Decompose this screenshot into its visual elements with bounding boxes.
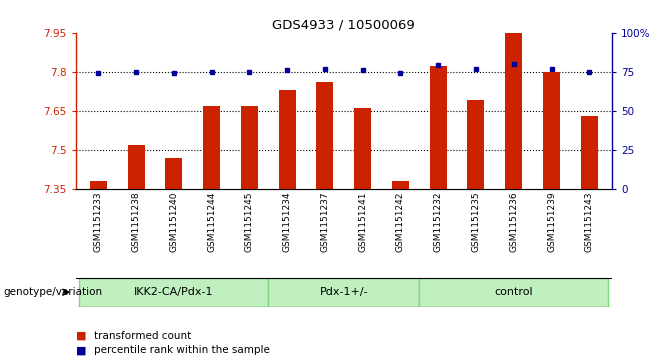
Bar bbox=[203, 106, 220, 189]
Text: GSM1151242: GSM1151242 bbox=[396, 191, 405, 252]
Text: GSM1151241: GSM1151241 bbox=[358, 191, 367, 252]
Text: ■: ■ bbox=[76, 345, 86, 355]
Bar bbox=[278, 90, 295, 189]
Text: transformed count: transformed count bbox=[94, 331, 191, 341]
Bar bbox=[268, 278, 419, 307]
Bar bbox=[581, 116, 597, 189]
Text: GSM1151244: GSM1151244 bbox=[207, 191, 216, 252]
Bar bbox=[505, 33, 522, 189]
Text: GSM1151243: GSM1151243 bbox=[585, 191, 594, 252]
Text: control: control bbox=[494, 287, 533, 297]
Title: GDS4933 / 10500069: GDS4933 / 10500069 bbox=[272, 19, 415, 32]
Text: IKK2-CA/Pdx-1: IKK2-CA/Pdx-1 bbox=[134, 287, 214, 297]
Text: GSM1151235: GSM1151235 bbox=[472, 191, 480, 252]
Text: percentile rank within the sample: percentile rank within the sample bbox=[94, 345, 270, 355]
Text: GSM1151240: GSM1151240 bbox=[169, 191, 178, 252]
Bar bbox=[80, 278, 268, 307]
Text: GSM1151239: GSM1151239 bbox=[547, 191, 556, 252]
Text: GSM1151236: GSM1151236 bbox=[509, 191, 519, 252]
Bar bbox=[316, 82, 334, 189]
Bar bbox=[128, 144, 145, 189]
Text: GSM1151232: GSM1151232 bbox=[434, 191, 443, 252]
Bar bbox=[165, 158, 182, 189]
Bar bbox=[354, 108, 371, 189]
Bar bbox=[543, 72, 560, 189]
Text: genotype/variation: genotype/variation bbox=[3, 287, 103, 297]
Bar bbox=[90, 181, 107, 189]
Bar bbox=[392, 181, 409, 189]
Bar bbox=[241, 106, 258, 189]
Bar bbox=[430, 66, 447, 189]
Bar bbox=[467, 100, 484, 189]
Bar bbox=[419, 278, 608, 307]
Text: GSM1151245: GSM1151245 bbox=[245, 191, 254, 252]
Text: ■: ■ bbox=[76, 331, 86, 341]
Text: GSM1151233: GSM1151233 bbox=[94, 191, 103, 252]
Text: GSM1151234: GSM1151234 bbox=[283, 191, 291, 252]
Text: GSM1151237: GSM1151237 bbox=[320, 191, 330, 252]
Text: Pdx-1+/-: Pdx-1+/- bbox=[320, 287, 368, 297]
Text: GSM1151238: GSM1151238 bbox=[132, 191, 141, 252]
